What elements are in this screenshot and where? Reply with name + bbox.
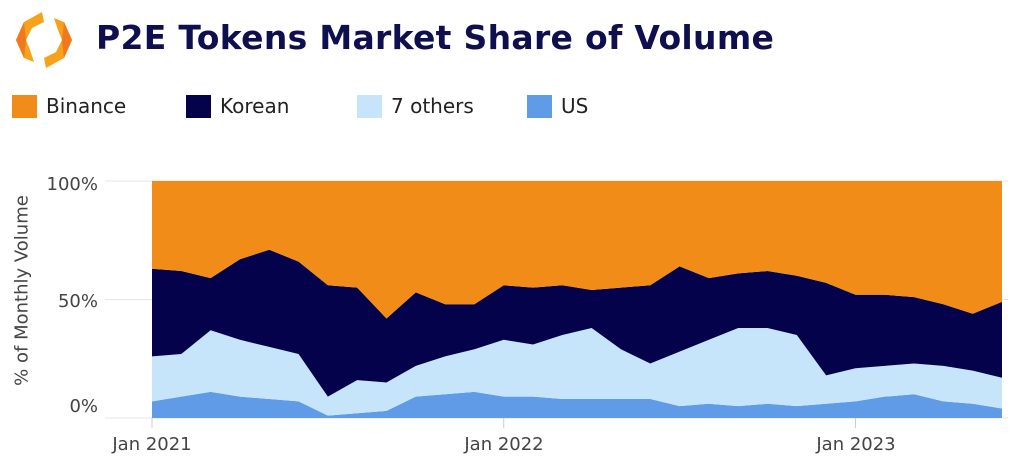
area-korean bbox=[152, 249, 1002, 397]
x-tick-label: Jan 2022 bbox=[463, 434, 543, 455]
area-7-others bbox=[152, 327, 1002, 416]
logo-icon bbox=[16, 12, 72, 68]
legend-label: Binance bbox=[46, 94, 127, 118]
legend-label: US bbox=[561, 94, 589, 118]
y-tick-label: 100% bbox=[47, 174, 98, 195]
legend-label: 7 others bbox=[391, 94, 474, 118]
area-us bbox=[152, 391, 1002, 418]
y-tick-label: 50% bbox=[58, 291, 98, 312]
legend-swatch bbox=[186, 94, 211, 118]
legend-label: Korean bbox=[220, 94, 290, 118]
x-tick-label: Jan 2021 bbox=[111, 434, 191, 455]
legend-swatch bbox=[12, 94, 37, 118]
legend-item-korean[interactable]: Korean bbox=[186, 94, 289, 118]
legend-item-7-others[interactable]: 7 others bbox=[357, 94, 474, 118]
legend-item-us[interactable]: US bbox=[527, 94, 588, 118]
legend-swatch bbox=[357, 94, 382, 118]
area-binance bbox=[152, 181, 1002, 319]
y-tick-label: 0% bbox=[69, 396, 98, 417]
chart-title: P2E Tokens Market Share of Volume bbox=[96, 18, 775, 57]
legend-swatch bbox=[527, 94, 552, 118]
legend-item-binance[interactable]: Binance bbox=[12, 94, 126, 118]
x-tick-label: Jan 2023 bbox=[815, 434, 895, 455]
